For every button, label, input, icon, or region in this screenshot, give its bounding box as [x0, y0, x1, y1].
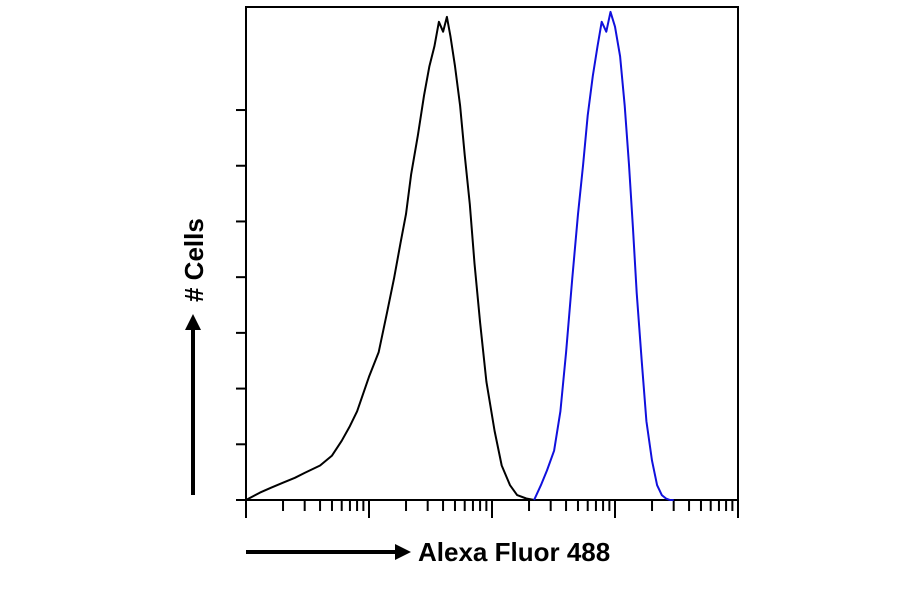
- histogram-line-control: [245, 15, 535, 501]
- histogram-line-stained: [533, 10, 674, 501]
- histogram-series: [245, 10, 674, 501]
- y-axis-arrow-head: [185, 314, 201, 330]
- x-axis-arrow-head: [395, 544, 411, 560]
- y-axis-label: # Cells: [179, 218, 209, 302]
- x-axis-label: Alexa Fluor 488: [418, 537, 610, 567]
- x-axis-ticks: [245, 500, 739, 518]
- y-axis-ticks: [236, 109, 246, 501]
- plot-frame: [245, 6, 739, 501]
